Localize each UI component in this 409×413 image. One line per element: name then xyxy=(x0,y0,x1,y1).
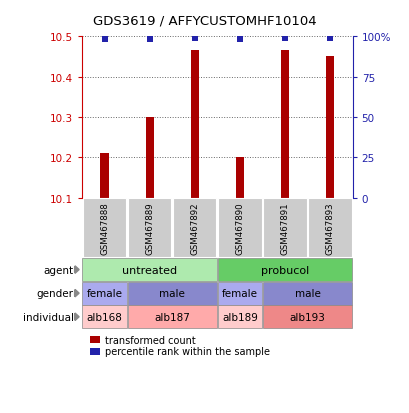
Text: female: female xyxy=(86,288,122,299)
Text: alb187: alb187 xyxy=(154,312,190,322)
Bar xyxy=(235,158,243,198)
Bar xyxy=(280,51,288,198)
Bar xyxy=(100,154,108,198)
Text: agent: agent xyxy=(44,265,74,275)
Text: untreated: untreated xyxy=(122,265,177,275)
Text: GDS3619 / AFFYCUSTOMHF10104: GDS3619 / AFFYCUSTOMHF10104 xyxy=(93,14,316,27)
Text: GSM467892: GSM467892 xyxy=(190,202,199,254)
Text: alb193: alb193 xyxy=(289,312,325,322)
Text: alb189: alb189 xyxy=(221,312,257,322)
Bar xyxy=(190,51,198,198)
Text: transformed count: transformed count xyxy=(105,335,196,345)
Text: male: male xyxy=(159,288,185,299)
Text: probucol: probucol xyxy=(260,265,308,275)
Text: GSM467889: GSM467889 xyxy=(145,202,154,254)
Bar xyxy=(145,118,153,198)
Text: female: female xyxy=(221,288,257,299)
Text: gender: gender xyxy=(37,288,74,299)
Text: male: male xyxy=(294,288,320,299)
Text: percentile rank within the sample: percentile rank within the sample xyxy=(105,347,270,356)
Text: alb168: alb168 xyxy=(86,312,122,322)
Bar xyxy=(325,57,333,198)
Text: individual: individual xyxy=(23,312,74,322)
Text: GSM467888: GSM467888 xyxy=(100,202,109,254)
Text: GSM467890: GSM467890 xyxy=(235,202,244,254)
Text: GSM467893: GSM467893 xyxy=(325,202,334,254)
Text: GSM467891: GSM467891 xyxy=(280,202,289,254)
